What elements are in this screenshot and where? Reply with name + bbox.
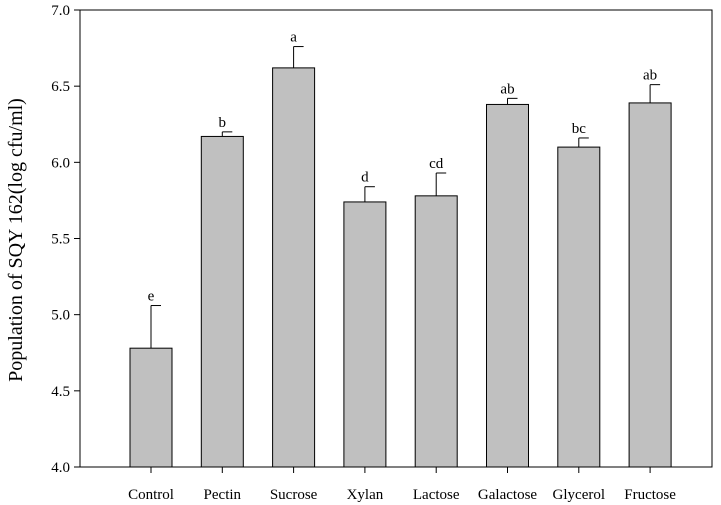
y-tick-label: 5.0 bbox=[51, 308, 70, 324]
bar-glycerol bbox=[557, 146, 601, 468]
category-label: Galactose bbox=[478, 487, 537, 503]
y-axis: 4.0 4.5 5.0 5.5 6.0 6.5 7.0 bbox=[51, 3, 80, 476]
y-tick-label: 6.0 bbox=[51, 155, 70, 171]
y-tick-label: 5.5 bbox=[51, 232, 70, 248]
category-label: Xylan bbox=[347, 487, 384, 503]
category-label: Fructose bbox=[624, 487, 676, 503]
y-tick-label: 4.0 bbox=[51, 460, 70, 476]
bar-galactose bbox=[486, 103, 529, 468]
significance-label: ab bbox=[500, 81, 514, 97]
significance-label: a bbox=[290, 30, 297, 46]
y-axis-title: Population of SQY 162(log cfu/ml) bbox=[5, 98, 27, 382]
bar-lactose bbox=[414, 195, 458, 468]
category-label: Glycerol bbox=[553, 487, 605, 503]
bar-pectin bbox=[200, 135, 244, 468]
significance-label: bc bbox=[572, 121, 587, 137]
significance-label: e bbox=[148, 289, 155, 305]
significance-label: d bbox=[361, 170, 369, 186]
y-tick-label: 6.5 bbox=[51, 79, 70, 95]
bar-control bbox=[129, 347, 173, 468]
y-tick-label: 4.5 bbox=[51, 384, 70, 400]
bar-fructose bbox=[628, 102, 672, 468]
bar-xylan bbox=[343, 201, 387, 468]
category-label: Pectin bbox=[204, 487, 242, 503]
category-label: Sucrose bbox=[270, 487, 318, 503]
bar-sucrose bbox=[272, 67, 316, 468]
y-tick-label: 7.0 bbox=[51, 3, 70, 19]
plot-frame bbox=[79, 9, 713, 468]
significance-label: ab bbox=[643, 68, 657, 84]
significance-label: b bbox=[219, 115, 227, 131]
significance-label: cd bbox=[429, 156, 444, 172]
category-label: Control bbox=[128, 487, 174, 503]
plot-area: e b a d cd ab bc ab bbox=[79, 9, 713, 468]
category-label: Lactose bbox=[413, 487, 460, 503]
x-axis: Control Pectin Sucrose Xylan Lactose Galactos… bbox=[128, 467, 676, 503]
